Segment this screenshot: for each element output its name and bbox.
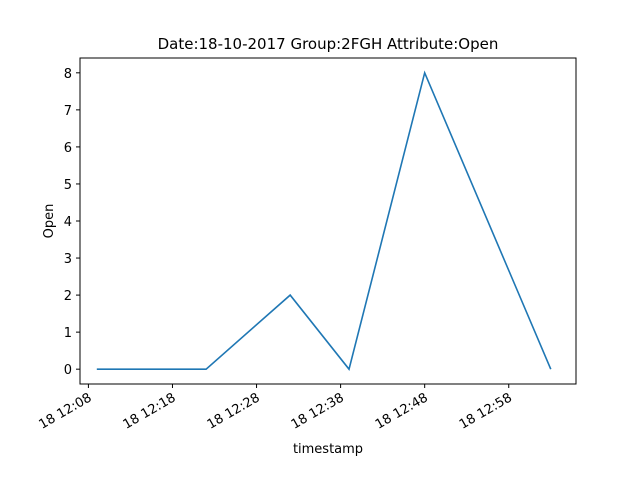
y-tick-label: 1	[64, 326, 72, 341]
x-tick-label: 18 12:48	[373, 390, 431, 432]
x-axis-label: timestamp	[293, 442, 363, 457]
axes-frame	[79, 57, 577, 385]
y-tick-label: 3	[64, 252, 72, 267]
y-tick-label: 2	[64, 289, 72, 304]
plot-area: 0 1 2 3 4 5 6 7 8 18 12:08 18 12:18 18 12:28 18 12:3…	[37, 67, 552, 433]
chart-title: Date:18-10-2017 Group:2FGH Attribute:Ope…	[158, 35, 499, 53]
x-tick-label: 18 12:58	[457, 390, 515, 432]
y-tick-label: 6	[64, 141, 72, 156]
series-line	[96, 70, 552, 371]
y-tick-label: 4	[64, 215, 72, 230]
y-tick-label: 0	[64, 363, 72, 378]
x-tick-label: 18 12:08	[37, 390, 95, 432]
y-axis-label: Open	[42, 204, 57, 239]
y-tick-label: 8	[64, 67, 72, 82]
x-tick-label: 18 12:18	[121, 390, 179, 432]
y-tick-label: 7	[64, 104, 72, 119]
x-tick-label: 18 12:28	[205, 390, 263, 432]
y-tick-label: 5	[64, 178, 72, 193]
x-tick-label: 18 12:38	[289, 390, 347, 432]
